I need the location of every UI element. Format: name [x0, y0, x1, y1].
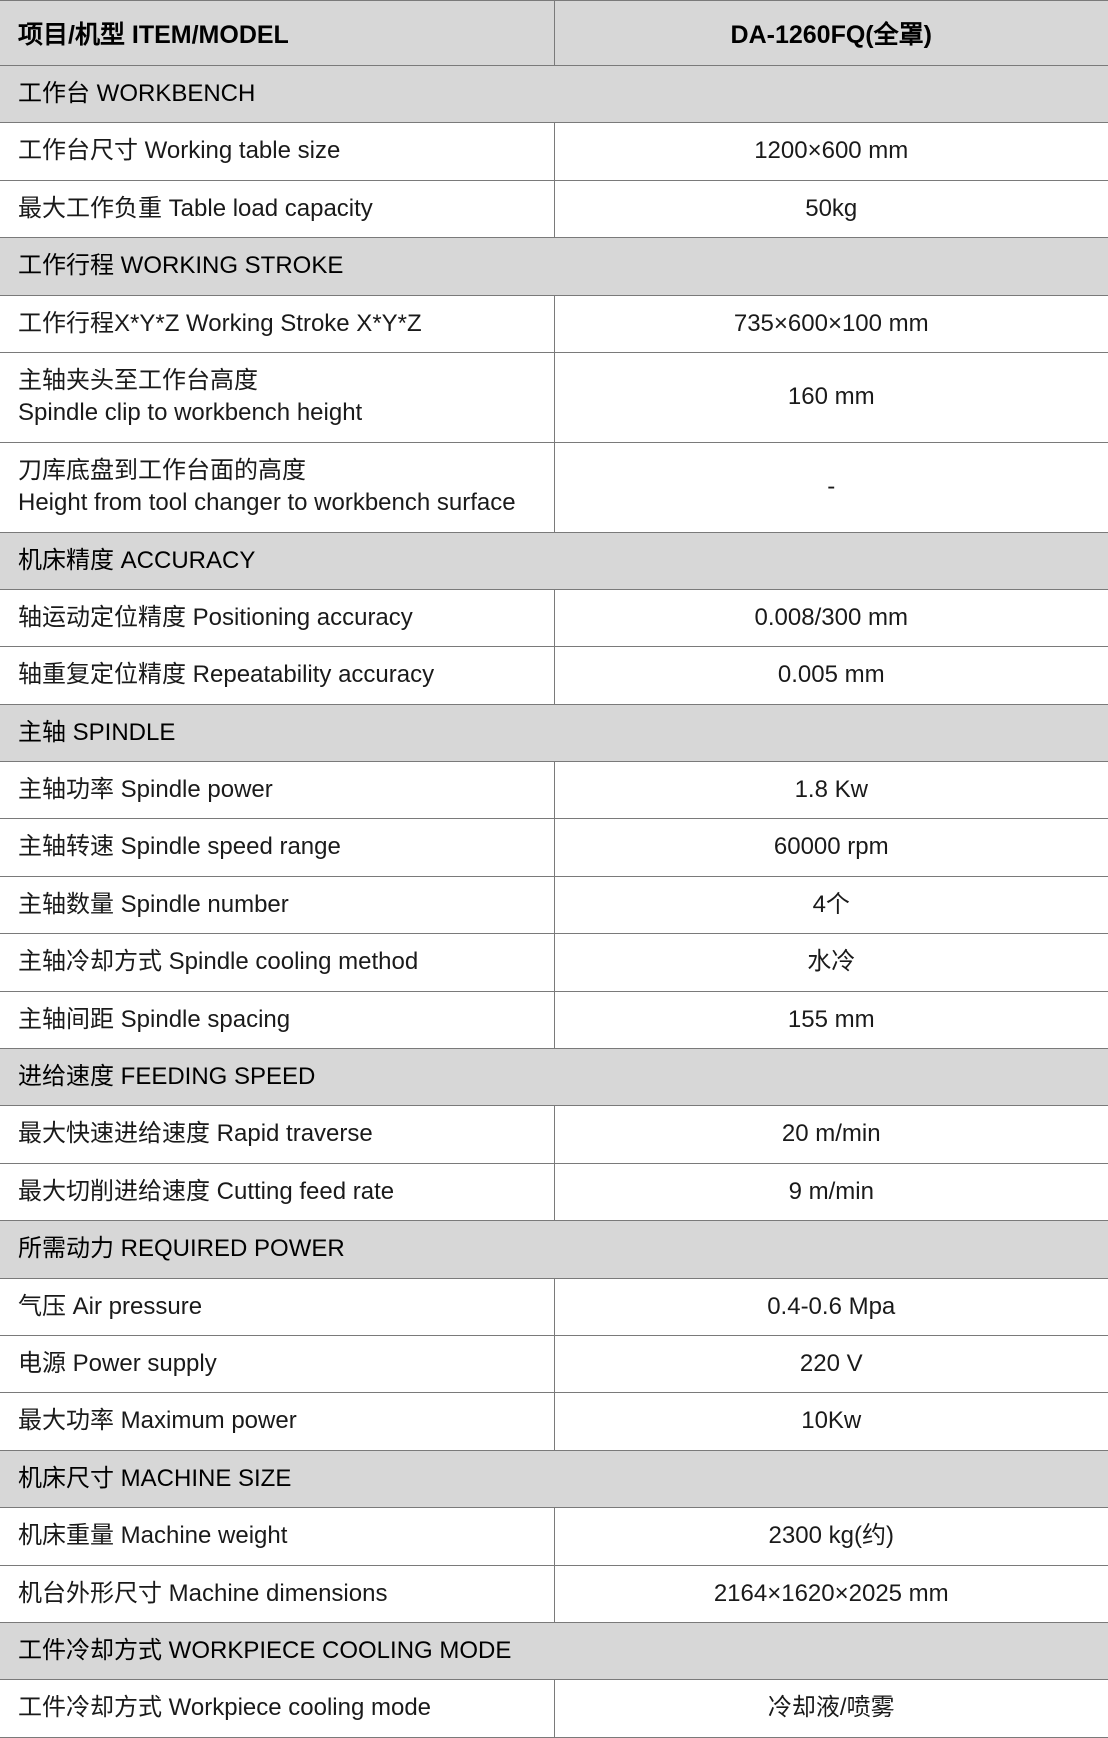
spec-table-body: 工作台 WORKBENCH工作台尺寸 Working table size120… — [0, 66, 1108, 1738]
table-row: 机台外形尺寸 Machine dimensions2164×1620×2025 … — [0, 1565, 1108, 1622]
header-row: 项目/机型 ITEM/MODEL DA-1260FQ(全罩) — [0, 1, 1108, 66]
row-value: 0.4-0.6 Mpa — [554, 1278, 1108, 1335]
row-label: 主轴夹头至工作台高度 Spindle clip to workbench hei… — [0, 352, 554, 442]
row-label: 机床重量 Machine weight — [0, 1508, 554, 1565]
header-item: 项目/机型 ITEM/MODEL — [0, 1, 554, 66]
spec-table: 项目/机型 ITEM/MODEL DA-1260FQ(全罩) 工作台 WORKB… — [0, 0, 1108, 1738]
row-value: 4个 — [554, 876, 1108, 933]
section-header: 工作行程 WORKING STROKE — [0, 238, 1108, 295]
table-row: 主轴夹头至工作台高度 Spindle clip to workbench hei… — [0, 352, 1108, 442]
table-row: 主轴冷却方式 Spindle cooling method水冷 — [0, 934, 1108, 991]
row-value: 20 m/min — [554, 1106, 1108, 1163]
header-model: DA-1260FQ(全罩) — [554, 1, 1108, 66]
table-row: 刀库底盘到工作台面的高度 Height from tool changer to… — [0, 442, 1108, 532]
section-title: 工作行程 WORKING STROKE — [0, 238, 1108, 295]
row-value: 0.008/300 mm — [554, 589, 1108, 646]
table-row: 最大功率 Maximum power10Kw — [0, 1393, 1108, 1450]
section-title: 机床尺寸 MACHINE SIZE — [0, 1450, 1108, 1507]
row-label: 最大快速进给速度 Rapid traverse — [0, 1106, 554, 1163]
section-title: 机床精度 ACCURACY — [0, 532, 1108, 589]
section-header: 工件冷却方式 WORKPIECE COOLING MODE — [0, 1622, 1108, 1679]
row-label: 气压 Air pressure — [0, 1278, 554, 1335]
row-value: 10Kw — [554, 1393, 1108, 1450]
row-label: 轴重复定位精度 Repeatability accuracy — [0, 647, 554, 704]
table-row: 主轴转速 Spindle speed range60000 rpm — [0, 819, 1108, 876]
section-header: 机床精度 ACCURACY — [0, 532, 1108, 589]
row-value: 水冷 — [554, 934, 1108, 991]
row-label: 刀库底盘到工作台面的高度 Height from tool changer to… — [0, 442, 554, 532]
table-row: 最大工作负重 Table load capacity50kg — [0, 180, 1108, 237]
table-row: 主轴功率 Spindle power1.8 Kw — [0, 762, 1108, 819]
section-header: 工作台 WORKBENCH — [0, 66, 1108, 123]
row-label: 主轴间距 Spindle spacing — [0, 991, 554, 1048]
section-title: 工件冷却方式 WORKPIECE COOLING MODE — [0, 1622, 1108, 1679]
table-row: 最大快速进给速度 Rapid traverse20 m/min — [0, 1106, 1108, 1163]
row-value: 155 mm — [554, 991, 1108, 1048]
row-label: 主轴转速 Spindle speed range — [0, 819, 554, 876]
row-value: 0.005 mm — [554, 647, 1108, 704]
row-value: 冷却液/喷雾 — [554, 1680, 1108, 1737]
row-value: 1200×600 mm — [554, 123, 1108, 180]
row-label: 机台外形尺寸 Machine dimensions — [0, 1565, 554, 1622]
table-row: 轴运动定位精度 Positioning accuracy0.008/300 mm — [0, 589, 1108, 646]
table-row: 工作台尺寸 Working table size1200×600 mm — [0, 123, 1108, 180]
row-value: 60000 rpm — [554, 819, 1108, 876]
table-row: 轴重复定位精度 Repeatability accuracy0.005 mm — [0, 647, 1108, 704]
section-title: 工作台 WORKBENCH — [0, 66, 1108, 123]
row-value: 9 m/min — [554, 1163, 1108, 1220]
table-row: 最大切削进给速度 Cutting feed rate9 m/min — [0, 1163, 1108, 1220]
row-label: 工件冷却方式 Workpiece cooling mode — [0, 1680, 554, 1737]
row-value: 160 mm — [554, 352, 1108, 442]
row-value: - — [554, 442, 1108, 532]
table-row: 电源 Power supply220 V — [0, 1335, 1108, 1392]
table-row: 主轴间距 Spindle spacing155 mm — [0, 991, 1108, 1048]
section-title: 所需动力 REQUIRED POWER — [0, 1221, 1108, 1278]
row-value: 220 V — [554, 1335, 1108, 1392]
row-label: 最大切削进给速度 Cutting feed rate — [0, 1163, 554, 1220]
row-label: 主轴功率 Spindle power — [0, 762, 554, 819]
row-label: 最大工作负重 Table load capacity — [0, 180, 554, 237]
row-label: 主轴冷却方式 Spindle cooling method — [0, 934, 554, 991]
row-value: 735×600×100 mm — [554, 295, 1108, 352]
row-value: 2300 kg(约) — [554, 1508, 1108, 1565]
section-title: 主轴 SPINDLE — [0, 704, 1108, 761]
row-value: 50kg — [554, 180, 1108, 237]
table-row: 机床重量 Machine weight2300 kg(约) — [0, 1508, 1108, 1565]
section-header: 所需动力 REQUIRED POWER — [0, 1221, 1108, 1278]
row-label: 工作台尺寸 Working table size — [0, 123, 554, 180]
table-row: 工件冷却方式 Workpiece cooling mode冷却液/喷雾 — [0, 1680, 1108, 1737]
section-header: 机床尺寸 MACHINE SIZE — [0, 1450, 1108, 1507]
row-label: 轴运动定位精度 Positioning accuracy — [0, 589, 554, 646]
row-value: 1.8 Kw — [554, 762, 1108, 819]
table-row: 主轴数量 Spindle number4个 — [0, 876, 1108, 933]
row-label: 工作行程X*Y*Z Working Stroke X*Y*Z — [0, 295, 554, 352]
table-row: 工作行程X*Y*Z Working Stroke X*Y*Z735×600×10… — [0, 295, 1108, 352]
row-label: 主轴数量 Spindle number — [0, 876, 554, 933]
row-label: 电源 Power supply — [0, 1335, 554, 1392]
table-row: 气压 Air pressure0.4-0.6 Mpa — [0, 1278, 1108, 1335]
section-header: 主轴 SPINDLE — [0, 704, 1108, 761]
section-header: 进给速度 FEEDING SPEED — [0, 1049, 1108, 1106]
row-label: 最大功率 Maximum power — [0, 1393, 554, 1450]
row-value: 2164×1620×2025 mm — [554, 1565, 1108, 1622]
section-title: 进给速度 FEEDING SPEED — [0, 1049, 1108, 1106]
